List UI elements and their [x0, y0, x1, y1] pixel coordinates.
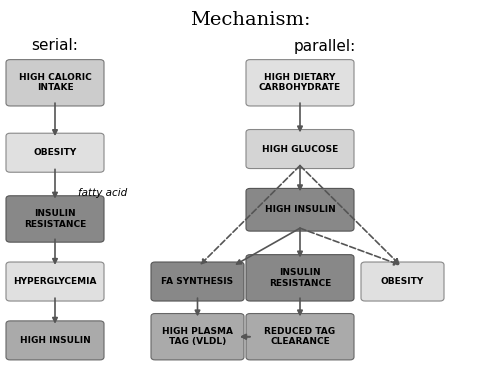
Text: OBESITY: OBESITY — [34, 148, 76, 157]
FancyBboxPatch shape — [246, 60, 354, 106]
Text: HIGH PLASMA
TAG (VLDL): HIGH PLASMA TAG (VLDL) — [162, 327, 233, 346]
Text: OBESITY: OBESITY — [381, 277, 424, 286]
FancyBboxPatch shape — [6, 196, 104, 242]
Text: INSULIN
RESISTANCE: INSULIN RESISTANCE — [24, 209, 86, 229]
Text: INSULIN
RESISTANCE: INSULIN RESISTANCE — [269, 268, 331, 287]
FancyBboxPatch shape — [151, 314, 244, 360]
Text: HIGH DIETARY
CARBOHYDRATE: HIGH DIETARY CARBOHYDRATE — [259, 73, 341, 92]
FancyBboxPatch shape — [246, 255, 354, 301]
FancyBboxPatch shape — [246, 314, 354, 360]
FancyBboxPatch shape — [6, 133, 104, 172]
Text: parallel:: parallel: — [294, 39, 356, 53]
Text: Mechanism:: Mechanism: — [190, 11, 310, 29]
FancyBboxPatch shape — [361, 262, 444, 301]
Text: HYPERGLYCEMIA: HYPERGLYCEMIA — [13, 277, 97, 286]
FancyBboxPatch shape — [246, 130, 354, 169]
Text: serial:: serial: — [32, 39, 78, 53]
FancyBboxPatch shape — [6, 262, 104, 301]
FancyBboxPatch shape — [6, 321, 104, 360]
Text: REDUCED TAG
CLEARANCE: REDUCED TAG CLEARANCE — [264, 327, 336, 346]
FancyBboxPatch shape — [246, 188, 354, 231]
Text: HIGH GLUCOSE: HIGH GLUCOSE — [262, 145, 338, 153]
FancyBboxPatch shape — [6, 60, 104, 106]
FancyBboxPatch shape — [151, 262, 244, 301]
Text: HIGH INSULIN: HIGH INSULIN — [264, 205, 336, 214]
Text: fatty acid: fatty acid — [78, 188, 127, 198]
Text: FA SYNTHESIS: FA SYNTHESIS — [162, 277, 234, 286]
Text: HIGH CALORIC
INTAKE: HIGH CALORIC INTAKE — [18, 73, 92, 92]
Text: HIGH INSULIN: HIGH INSULIN — [20, 336, 90, 345]
